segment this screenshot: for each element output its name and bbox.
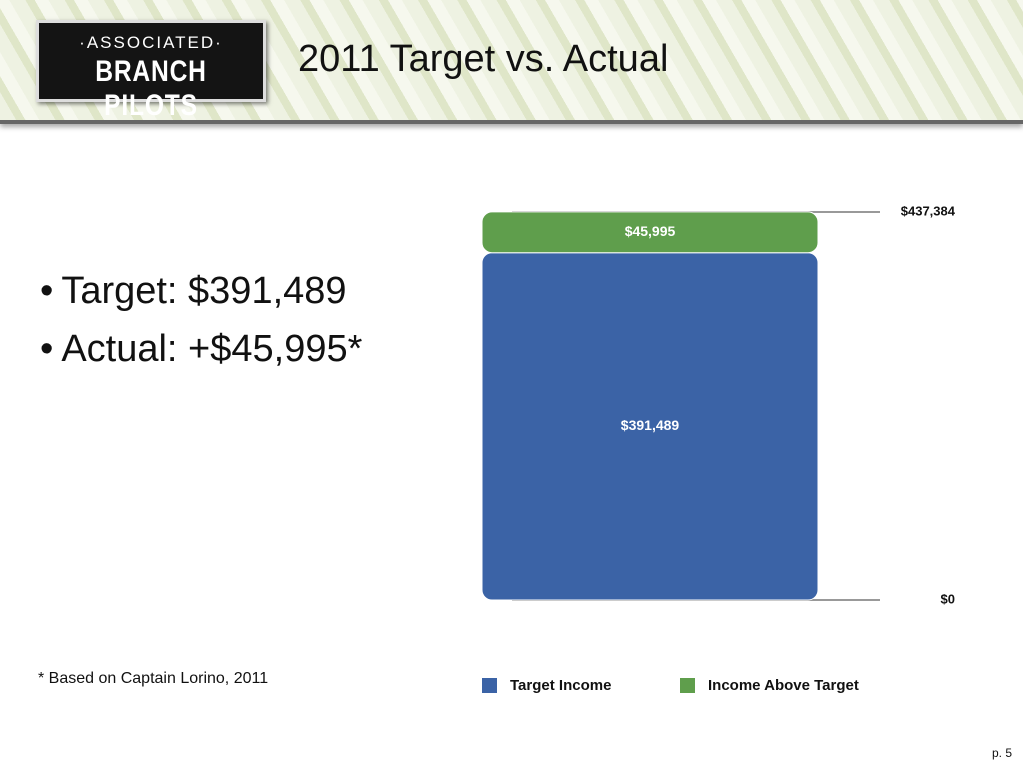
legend-swatch xyxy=(482,678,497,693)
legend-label: Income Above Target xyxy=(708,677,859,694)
bullet: Target: $391,489 xyxy=(40,270,346,313)
y-tick-label: $0 xyxy=(941,591,955,606)
logo: ·ASSOCIATED· BRANCH PILOTS xyxy=(36,20,266,122)
bullet: Actual: +$45,995* xyxy=(40,328,362,371)
logo-top: ·ASSOCIATED· xyxy=(79,33,223,52)
footnote: * Based on Captain Lorino, 2011 xyxy=(38,670,269,687)
legend-label: Target Income xyxy=(510,677,611,694)
logo-bottom: BRANCH PILOTS xyxy=(95,55,207,122)
value-label: $391,489 xyxy=(621,417,680,433)
value-label: $45,995 xyxy=(625,223,676,239)
page-number: p. 5 xyxy=(992,746,1013,760)
bar-segment xyxy=(481,211,819,254)
y-tick-label: $437,384 xyxy=(901,203,956,218)
legend-swatch xyxy=(680,678,695,693)
slide-title: 2011 Target vs. Actual xyxy=(298,38,669,80)
